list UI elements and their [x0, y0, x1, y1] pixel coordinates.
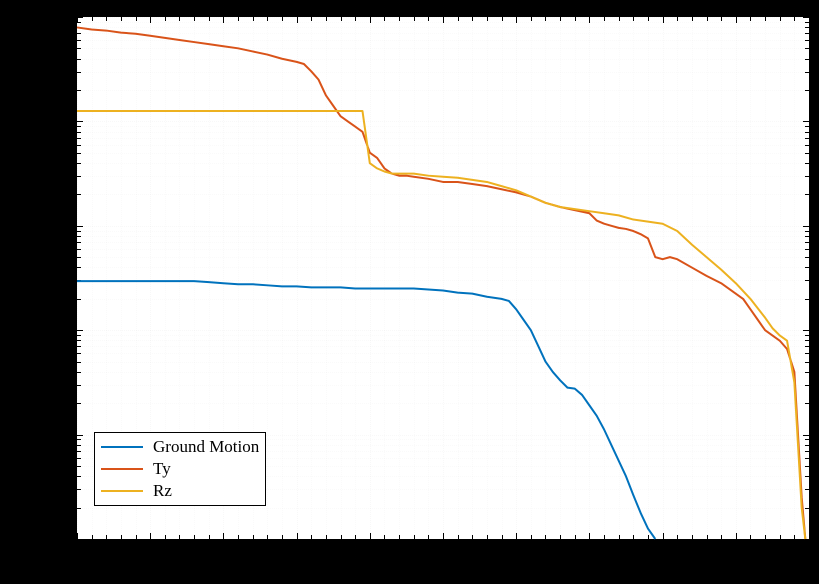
legend-label: Rz [153, 481, 172, 501]
legend-label: Ty [153, 459, 171, 479]
legend-entry: Ground Motion [101, 436, 259, 458]
x-tick [809, 533, 810, 539]
x-grid-major [809, 17, 811, 539]
legend-swatch [101, 490, 143, 492]
x-tick [809, 17, 810, 23]
legend: Ground MotionTyRz [94, 432, 266, 506]
legend-entry: Ty [101, 458, 259, 480]
legend-swatch [101, 446, 143, 448]
y-tick [77, 539, 83, 540]
y-grid-major [77, 539, 809, 541]
legend-entry: Rz [101, 480, 259, 502]
legend-swatch [101, 468, 143, 470]
legend-label: Ground Motion [153, 437, 259, 457]
y-tick [803, 539, 809, 540]
